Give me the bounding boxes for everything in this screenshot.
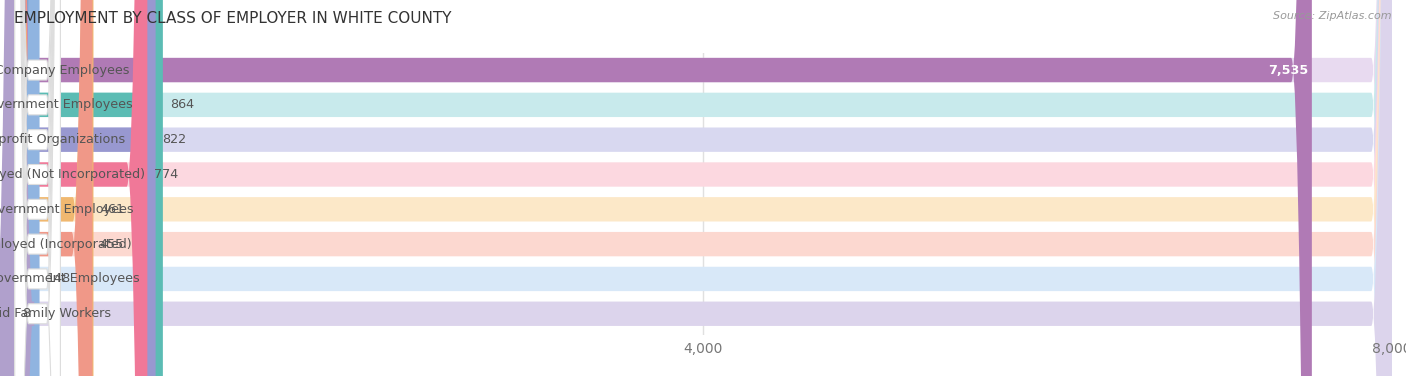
FancyBboxPatch shape — [14, 0, 60, 376]
FancyBboxPatch shape — [14, 0, 60, 376]
Text: Local Government Employees: Local Government Employees — [0, 99, 134, 111]
FancyBboxPatch shape — [14, 0, 60, 376]
FancyBboxPatch shape — [14, 0, 1392, 376]
Text: 7,535: 7,535 — [1268, 64, 1309, 77]
FancyBboxPatch shape — [14, 0, 1392, 376]
FancyBboxPatch shape — [14, 0, 1392, 376]
Text: Private Company Employees: Private Company Employees — [0, 64, 129, 77]
Text: Self-Employed (Incorporated): Self-Employed (Incorporated) — [0, 238, 131, 251]
FancyBboxPatch shape — [14, 0, 93, 376]
FancyBboxPatch shape — [14, 0, 1392, 376]
Text: State Government Employees: State Government Employees — [0, 203, 134, 216]
Text: Unpaid Family Workers: Unpaid Family Workers — [0, 307, 111, 320]
FancyBboxPatch shape — [14, 0, 60, 376]
Text: 864: 864 — [170, 99, 194, 111]
FancyBboxPatch shape — [14, 0, 39, 376]
Text: Source: ZipAtlas.com: Source: ZipAtlas.com — [1274, 11, 1392, 21]
Text: Not-for-profit Organizations: Not-for-profit Organizations — [0, 133, 125, 146]
FancyBboxPatch shape — [14, 0, 60, 376]
FancyBboxPatch shape — [14, 0, 1392, 376]
Text: 774: 774 — [155, 168, 179, 181]
FancyBboxPatch shape — [14, 0, 163, 376]
Text: EMPLOYMENT BY CLASS OF EMPLOYER IN WHITE COUNTY: EMPLOYMENT BY CLASS OF EMPLOYER IN WHITE… — [14, 11, 451, 26]
Text: 148: 148 — [46, 273, 70, 285]
FancyBboxPatch shape — [14, 0, 93, 376]
Text: 8: 8 — [22, 307, 31, 320]
FancyBboxPatch shape — [14, 0, 60, 376]
FancyBboxPatch shape — [14, 0, 60, 376]
FancyBboxPatch shape — [14, 0, 1392, 376]
Text: Federal Government Employees: Federal Government Employees — [0, 273, 141, 285]
FancyBboxPatch shape — [14, 0, 148, 376]
FancyBboxPatch shape — [0, 0, 35, 376]
FancyBboxPatch shape — [14, 0, 60, 376]
Text: 461: 461 — [100, 203, 125, 216]
Text: 455: 455 — [100, 238, 124, 251]
Text: 822: 822 — [163, 133, 187, 146]
FancyBboxPatch shape — [14, 0, 156, 376]
FancyBboxPatch shape — [14, 0, 1392, 376]
Text: Self-Employed (Not Incorporated): Self-Employed (Not Incorporated) — [0, 168, 145, 181]
FancyBboxPatch shape — [14, 0, 1392, 376]
FancyBboxPatch shape — [14, 0, 1312, 376]
